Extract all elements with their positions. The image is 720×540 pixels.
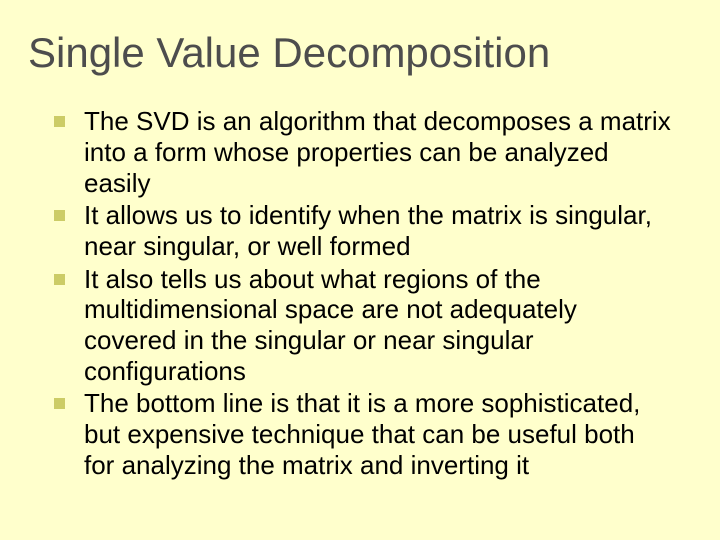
list-item: The bottom line is that it is a more sop… [48, 388, 672, 480]
list-item: It allows us to identify when the matrix… [48, 200, 672, 261]
slide-title: Single Value Decomposition [28, 30, 692, 76]
bullet-list: The SVD is an algorithm that decomposes … [28, 106, 692, 480]
list-item: It also tells us about what regions of t… [48, 264, 672, 387]
list-item: The SVD is an algorithm that decomposes … [48, 106, 672, 198]
slide: Single Value Decomposition The SVD is an… [0, 0, 720, 540]
